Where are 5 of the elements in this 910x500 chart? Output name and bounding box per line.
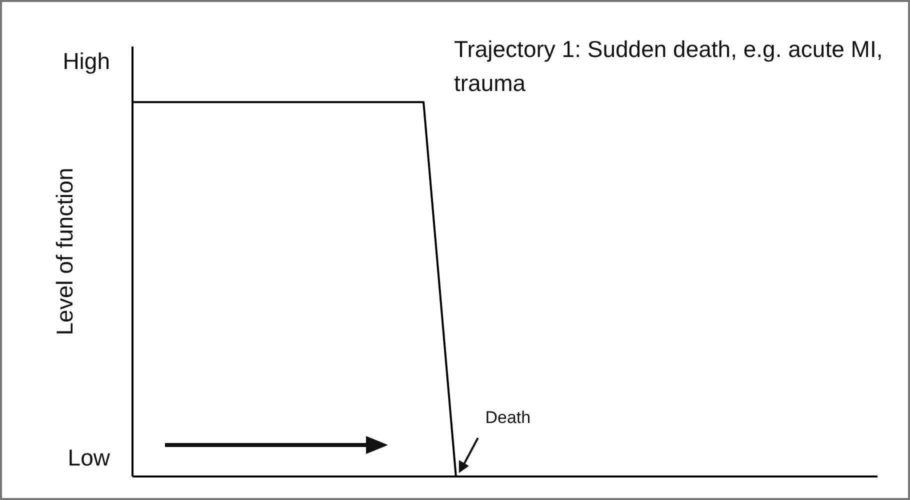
text: High [62, 48, 110, 74]
text: Low [68, 444, 110, 470]
annotation: Death [485, 408, 531, 427]
y-axis-title: Level of function [52, 168, 78, 336]
chart-title: Trajectory 1: Sudden death, e.g. acute MI, trauma [454, 35, 884, 98]
